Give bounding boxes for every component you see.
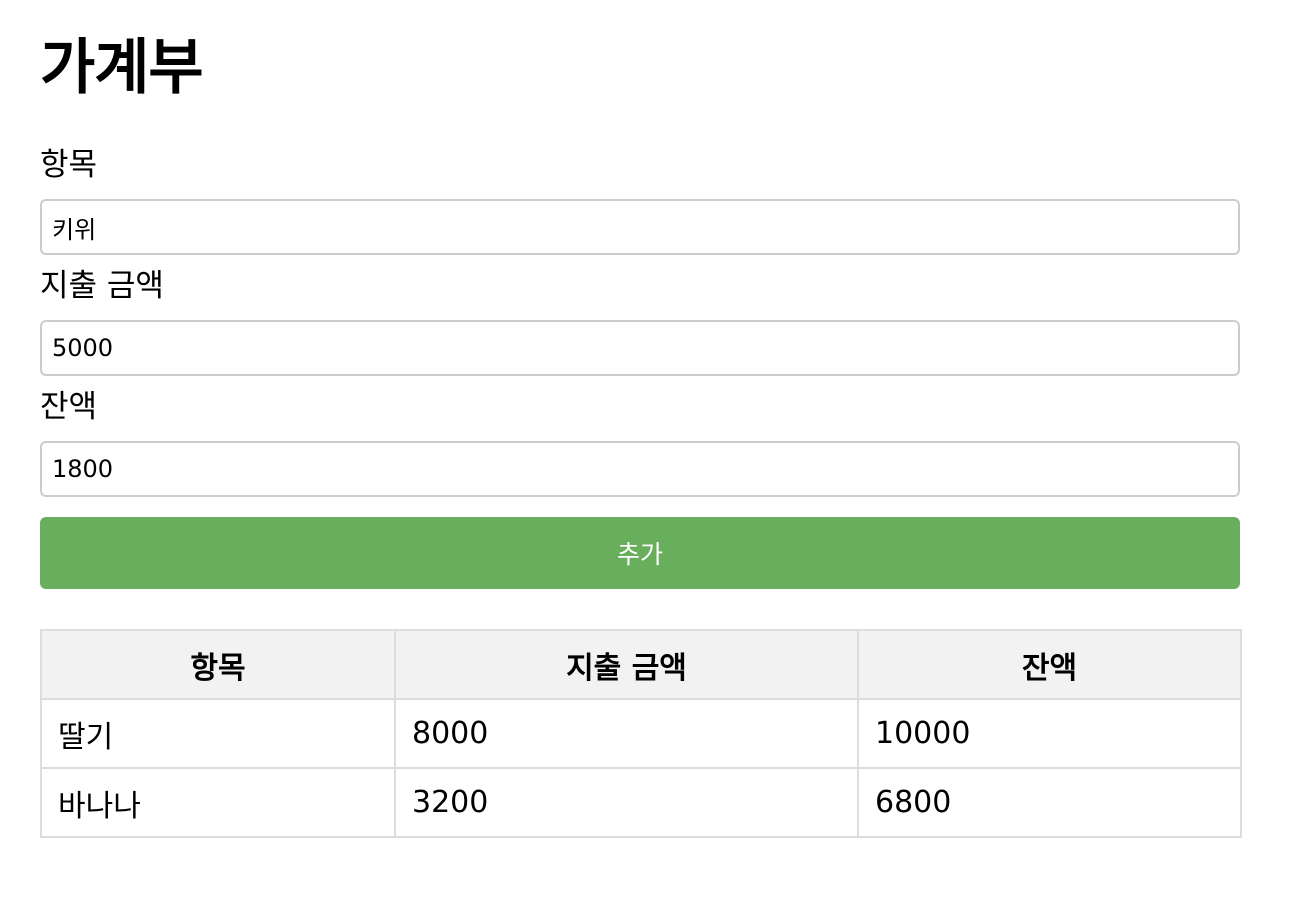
cell-balance: 10000 xyxy=(857,698,1242,769)
cell-item: 딸기 xyxy=(40,698,396,769)
table-header-row: 항목 지출 금액 잔액 xyxy=(40,629,1242,700)
table-row: 딸기 8000 10000 xyxy=(40,698,1242,769)
column-header-balance: 잔액 xyxy=(857,629,1242,700)
item-input[interactable] xyxy=(40,199,1240,255)
page-title: 가계부 xyxy=(40,33,204,103)
ledger-table: 항목 지출 금액 잔액 딸기 8000 10000 바나나 3200 6800 xyxy=(40,629,1242,838)
column-header-item: 항목 xyxy=(40,629,396,700)
cell-balance: 6800 xyxy=(857,767,1242,838)
balance-label: 잔액 xyxy=(40,389,98,425)
cell-item: 바나나 xyxy=(40,767,396,838)
cell-spend-amount: 8000 xyxy=(394,698,859,769)
add-button[interactable]: 추가 xyxy=(40,517,1240,589)
table-row: 바나나 3200 6800 xyxy=(40,767,1242,838)
balance-input[interactable] xyxy=(40,441,1240,497)
page-container: 가계부 항목 지출 금액 잔액 추가 항목 지출 금액 잔액 딸기 8000 1… xyxy=(40,33,1242,838)
spend-amount-input[interactable] xyxy=(40,320,1240,376)
column-header-spend-amount: 지출 금액 xyxy=(394,629,859,700)
item-label: 항목 xyxy=(40,147,98,183)
cell-spend-amount: 3200 xyxy=(394,767,859,838)
spend-amount-label: 지출 금액 xyxy=(40,268,164,304)
